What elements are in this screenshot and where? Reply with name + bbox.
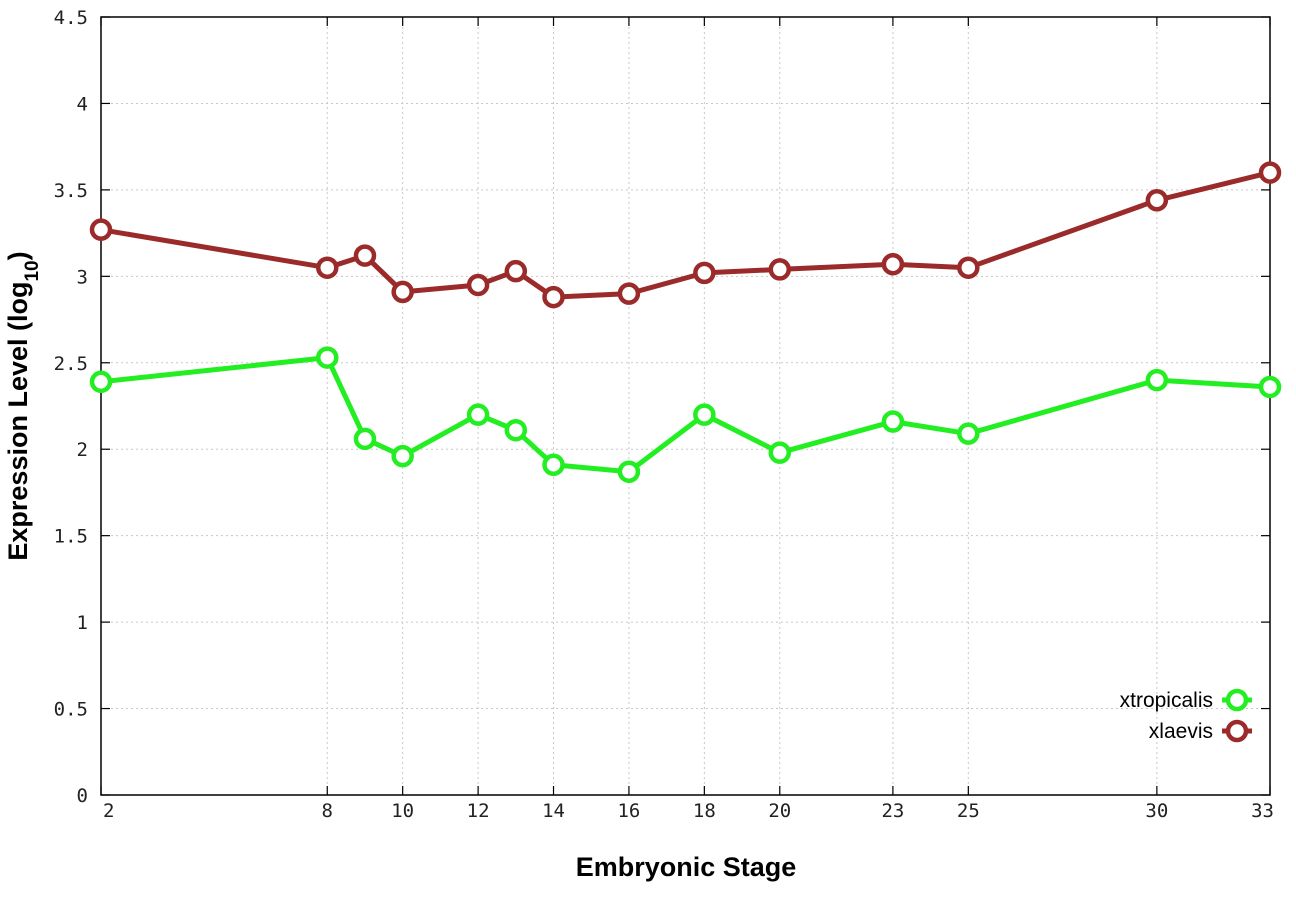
y-tick-label: 1 — [77, 612, 88, 634]
data-point-xtropicalis — [768, 441, 792, 464]
grid-lines — [101, 17, 1270, 795]
data-point-xlaevis — [89, 218, 113, 241]
data-point-xlaevis — [391, 280, 414, 304]
y-tick-label: 1.5 — [54, 526, 88, 548]
y-axis-title-close: ) — [3, 251, 33, 260]
data-point-xlaevis — [881, 252, 905, 276]
data-point-xlaevis — [353, 244, 377, 267]
x-tick-label: 16 — [617, 800, 640, 822]
plot-frame — [100, 16, 1271, 796]
y-tick-label: 0.5 — [54, 699, 88, 721]
data-point-xlaevis — [504, 259, 528, 283]
y-axis-title-subscript: 10 — [22, 260, 43, 281]
x-tick-label: 33 — [1251, 800, 1274, 822]
data-point-xtropicalis — [617, 460, 641, 483]
data-point-xtropicalis — [89, 370, 113, 394]
y-tick-label: 3 — [77, 266, 88, 288]
legend-label-xtropicalis: xtropicalis — [1120, 689, 1213, 712]
data-point-xtropicalis — [1145, 368, 1169, 392]
y-axis-title: Expression Level (log10) — [3, 251, 43, 560]
data-point-xtropicalis — [957, 422, 980, 445]
y-axis-title-main: Expression Level (log — [3, 282, 33, 561]
data-point-xtropicalis — [316, 346, 339, 369]
data-point-xlaevis — [1145, 189, 1169, 212]
data-point-xtropicalis — [881, 410, 905, 433]
axis-ticks: 0 0.5 1 1.5 2 2.5 3 3.5 4 4.5 2 8 10 12 14 16 18 20 23 25 30… — [54, 7, 1274, 822]
data-point-xlaevis — [768, 258, 792, 281]
y-tick-label: 4 — [77, 93, 88, 115]
x-tick-label: 14 — [542, 800, 565, 822]
data-point-xtropicalis — [504, 418, 528, 442]
legend-swatch-marker-xlaevis — [1225, 719, 1249, 743]
data-point-xlaevis — [1258, 161, 1282, 184]
data-point-xtropicalis — [1258, 375, 1282, 399]
data-point-xtropicalis — [693, 403, 716, 426]
data-point-xtropicalis — [466, 403, 490, 426]
data-point-xlaevis — [617, 282, 641, 305]
data-point-xtropicalis — [391, 444, 414, 468]
x-tick-label: 10 — [391, 800, 414, 822]
series-line-xtropicalis — [100, 355, 1271, 475]
x-tick-label: 20 — [768, 800, 791, 822]
x-tick-label: 25 — [957, 800, 980, 822]
x-tick-label: 30 — [1145, 800, 1168, 822]
y-tick-label: 4.5 — [54, 7, 88, 29]
data-point-xlaevis — [466, 273, 490, 297]
legend-label-xlaevis: xlaevis — [1149, 720, 1213, 743]
data-point-xlaevis — [542, 285, 565, 309]
data-point-xlaevis — [693, 261, 716, 285]
data-point-xtropicalis — [542, 453, 565, 477]
series-layer — [89, 161, 1282, 483]
legend-swatch-marker-xtropicalis — [1225, 688, 1249, 712]
y-tick-label: 3.5 — [54, 180, 88, 202]
x-tick-label: 23 — [881, 800, 904, 822]
data-point-xlaevis — [316, 256, 339, 279]
y-tick-label: 0 — [77, 785, 88, 807]
data-point-xtropicalis — [353, 427, 377, 451]
x-axis-title: Embryonic Stage — [576, 852, 797, 882]
data-point-xlaevis — [957, 256, 980, 279]
legend: xtropicalis xlaevis — [1120, 688, 1252, 743]
x-tick-label: 8 — [322, 800, 333, 822]
y-tick-label: 2.5 — [54, 353, 88, 375]
series-line-xlaevis — [100, 170, 1271, 300]
x-tick-label: 18 — [693, 800, 716, 822]
x-tick-label: 12 — [467, 800, 490, 822]
x-tick-label: 2 — [103, 800, 114, 822]
y-tick-label: 2 — [77, 439, 88, 461]
